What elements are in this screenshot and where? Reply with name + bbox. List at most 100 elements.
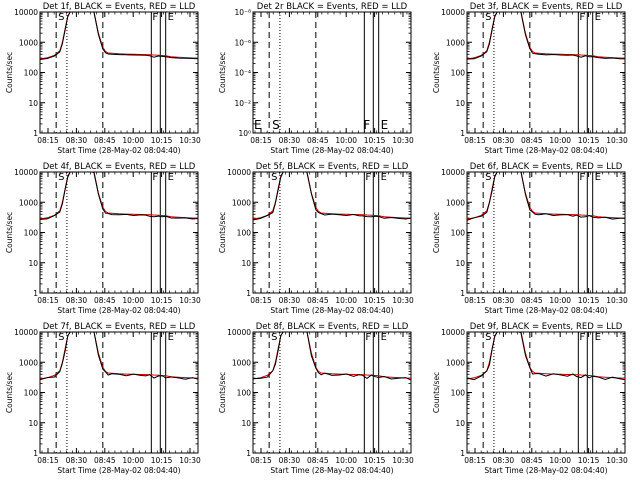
panel-title: Det 8f, BLACK = Events, RED = LLD [256,322,409,332]
y-tick-label: 100 [451,389,466,398]
x-tick-label: 10:15 [151,296,173,305]
y-tick-label: 10 [241,419,251,428]
plot-frame [466,171,626,294]
y-tick-label: 10⁻⁶ [234,38,251,47]
x-tick-label: 10:00 [122,456,144,465]
y-tick-label: 100 [24,229,39,238]
x-tick-label: 08:15 [37,296,59,305]
y-tick-label: 10 [28,259,38,268]
x-tick-label: 10:15 [578,296,600,305]
y-tick-label: 1000 [446,358,465,367]
y-tick-label: 1000 [19,198,38,207]
x-tick-label: 08:15 [464,456,486,465]
x-axis-title: Start Time (28-May-02 08:04:40) [484,466,607,475]
events-series-line [40,332,198,381]
event-letter: F [363,118,370,132]
series-group [467,172,625,221]
x-tick-label: 08:45 [94,136,116,145]
x-tick-label: 10:30 [179,296,201,305]
x-tick-label: 08:15 [464,296,486,305]
x-tick-label: 08:30 [66,136,88,145]
x-tick-label: 08:30 [66,296,88,305]
event-letter: S [271,172,277,183]
plot-frame [252,171,412,294]
x-tick-label: 10:30 [606,296,628,305]
x-axis-title: Start Time (28-May-02 08:04:40) [270,306,393,315]
plot-frame [39,331,199,454]
event-letter: F [152,172,158,183]
panel-title: Det 2r BLACK = Events, RED = LLD [257,2,408,12]
events-series-line [40,172,198,220]
x-tick-label: 08:15 [464,136,486,145]
x-tick-label: 08:45 [94,456,116,465]
event-letter: S [485,12,491,23]
y-tick-label: 10000 [14,168,38,177]
x-tick-label: 10:15 [364,136,386,145]
panel-2: Det 2r BLACK = Events, RED = LLD 10⁰ 10⁻² 1… [218,2,414,155]
y-tick-label: 1000 [232,358,251,367]
panel-4: Det 4f, BLACK = Events, RED = LLD 1 10 100 1… [5,162,201,315]
y-tick-label: 100 [24,69,39,78]
x-tick-label: 10:30 [392,136,414,145]
y-axis-title: Counts/sec [5,372,14,413]
x-tick-label: 10:30 [179,456,201,465]
x-tick-label: 08:15 [37,136,59,145]
x-tick-label: 10:00 [549,456,571,465]
y-tick-label: 1 [33,129,38,138]
y-tick-label: 1 [460,129,465,138]
y-axis-title: Counts/sec [5,52,14,93]
x-tick-label: 08:30 [493,296,515,305]
x-tick-label: 08:30 [66,456,88,465]
x-tick-label: 08:30 [279,296,301,305]
x-axis-title: Start Time (28-May-02 08:04:40) [270,146,393,155]
event-letter: E [381,118,389,132]
y-tick-label: 10000 [441,168,465,177]
y-tick-label: 1 [246,289,251,298]
y-tick-label: 10000 [441,8,465,17]
series-group [40,12,198,60]
events-series-line [40,12,198,60]
panel-7: Det 7f, BLACK = Events, RED = LLD 1 10 100 1… [5,322,201,475]
x-tick-label: 10:00 [122,136,144,145]
x-tick-label: 08:45 [521,136,543,145]
y-tick-label: 1 [33,289,38,298]
panel-3: Det 3f, BLACK = Events, RED = LLD 1 10 100 1… [432,2,628,155]
x-tick-label: 08:45 [307,456,329,465]
x-axis-title: Start Time (28-May-02 08:04:40) [270,466,393,475]
x-tick-label: 10:00 [549,296,571,305]
x-tick-label: 08:30 [279,456,301,465]
event-letter: E [381,172,387,183]
y-axis-title: Counts/sec [218,212,227,253]
panel-6: Det 6f, BLACK = Events, RED = LLD 1 10 100 1… [432,162,628,315]
y-tick-label: 10000 [14,8,38,17]
panel-8: Det 8f, BLACK = Events, RED = LLD 1 10 100 1… [218,322,414,475]
x-axis-title: Start Time (28-May-02 08:04:40) [57,306,180,315]
y-tick-label: 10000 [441,328,465,337]
x-tick-label: 08:45 [307,296,329,305]
y-tick-label: 10 [455,99,465,108]
event-letter: S [58,172,64,183]
series-group [253,332,411,381]
plot-frame [252,11,412,134]
events-series-line [253,332,411,381]
event-letter: S [58,12,64,23]
event-letter: E [595,172,601,183]
x-tick-label: 08:30 [493,456,515,465]
event-letter: E [168,332,174,343]
y-axis-title: Counts/sec [432,52,441,93]
series-group [467,332,625,381]
event-letter: F [579,12,585,23]
event-letter: E [254,118,262,132]
y-axis-title: Counts/sec [5,212,14,253]
y-tick-label: 1 [460,449,465,458]
x-axis-title: Start Time (28-May-02 08:04:40) [484,306,607,315]
y-tick-label: 100 [451,229,466,238]
x-tick-label: 10:15 [578,456,600,465]
x-tick-label: 10:15 [151,136,173,145]
event-letter: E [381,332,387,343]
y-tick-label: 10 [455,419,465,428]
y-axis-title: Counts/sec [432,212,441,253]
x-tick-label: 10:00 [335,296,357,305]
y-tick-label: 1000 [446,198,465,207]
